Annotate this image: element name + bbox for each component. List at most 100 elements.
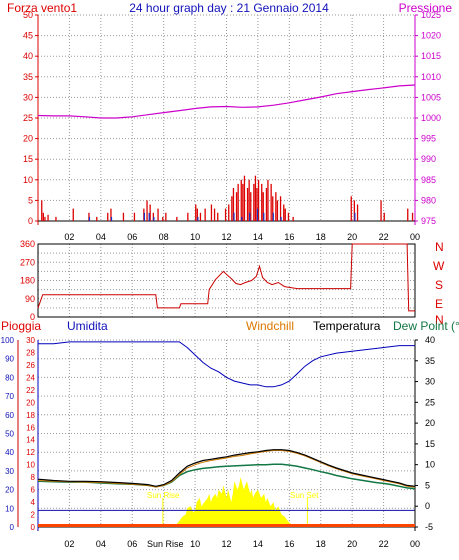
weather-x-tick-label: 02 [64,539,74,549]
rain-y-tick-label: 0 [31,523,36,532]
wind-bar [176,216,178,221]
direction-y-tick-label: 0 [30,312,35,322]
wind-x-tick-label: 22 [379,232,389,242]
wind-bar [146,200,148,221]
rain-y-tick-label: 4 [31,498,36,507]
gust-bar [110,216,113,221]
wind-force-label: Forza vento1 [7,1,77,15]
wind-y-tick-label: 45 [23,31,33,41]
weather-x-tick-label: 14 [253,539,263,549]
chart-title: 24 hour graph day : 21 Gennaio 2014 [129,1,329,15]
wind-bar [383,212,385,221]
wind-y-tick-label: 35 [23,72,33,82]
rain-baseline [38,524,415,527]
wind-bar [265,188,268,221]
rain-y-tick-label: 24 [26,373,35,382]
temperature-y-tick-label: 15 [425,439,435,449]
wind-bar [44,216,46,221]
humidity-y-tick-label: 90 [5,355,14,364]
wind-bar [122,212,125,221]
wind-x-tick-label: 02 [64,232,74,242]
temperature-y-tick-label: 20 [425,418,435,428]
humidity-y-tick-label: 60 [5,411,14,420]
wind-x-tick-label: 16 [284,232,294,242]
gust-bar [233,212,235,221]
rain-y-tick-label: 30 [26,336,35,345]
pressure-y-tick-label: 980 [421,195,436,205]
wind-x-tick-label: 10 [190,232,200,242]
wind-y-tick-label: 5 [28,195,33,205]
direction-y-tick-label: 360 [20,239,35,249]
temperature-line [37,449,416,487]
gust-bar [280,216,282,221]
wind-bar [248,179,250,221]
wind-bar [196,208,198,221]
wind-bar [195,204,197,221]
direction-y-tick-label: 270 [20,257,35,267]
temperature-y-tick-label: 0 [425,501,430,511]
direction-label-w: W [433,259,445,273]
direction-label-e: E [435,297,443,311]
wind-x-tick-label: 14 [253,232,263,242]
wind-bar [256,188,258,221]
gust-bar [263,212,265,221]
weather-x-tick-label: 00 [410,539,420,549]
pressure-y-tick-label: 1020 [421,31,441,41]
sun-rise-label: Sun Rise [147,491,180,500]
wind-bar [254,175,257,221]
wind-y-tick-label: 30 [23,92,33,102]
wind-bar [204,208,206,221]
gust-bar [354,212,356,221]
wind-bar [253,183,255,221]
wind-y-tick-label: 25 [23,113,33,123]
wind-y-tick-label: 20 [23,134,33,144]
wind-x-tick-label: 20 [347,232,357,242]
humidity-label: Umidita [67,319,108,333]
pressure-label: Pressione [399,1,453,15]
direction-compass-labels: N W S E N [433,240,445,327]
rain-y-tick-label: 12 [26,448,35,457]
direction-y-tick-label: 90 [25,294,35,304]
direction-line [37,243,415,312]
rain-label: Pioggia [1,319,41,333]
windchill-label: Windchill [246,319,294,333]
windchill-line [37,450,416,488]
humidity-y-tick-label: 100 [1,336,15,345]
pressure-y-tick-label: 1025 [421,10,441,20]
temperature-y-tick-label: 40 [425,335,435,345]
rain-y-tick-label: 18 [26,411,35,420]
gust-bar [88,216,91,221]
wind-bar [250,192,252,221]
wind-bar [210,204,213,221]
wind-bar [257,179,260,221]
wind-x-tick-label: 18 [316,232,326,242]
direction-frame [37,243,416,318]
gust-bar [148,212,150,221]
weather-x-tick-label: 18 [316,539,326,549]
solar-radiation-area [173,477,296,527]
wind-x-tick-label: 04 [96,232,106,242]
humidity-y-tick-label: 70 [5,392,14,401]
direction-label-n-top: N [435,240,444,254]
humidity-y-tick-label: 20 [5,486,14,495]
weather-x-tick-label: 16 [284,539,294,549]
wind-bar [162,216,164,221]
rain-y-tick-label: 6 [31,486,36,495]
wind-bar [41,200,43,221]
gust-bar [249,212,251,221]
humidity-y-tick-label: 10 [5,504,14,513]
rain-y-tick-label: 28 [26,348,35,357]
weather-x-tick-label: 12 [221,539,231,549]
wind-bar [224,208,227,221]
wind-bar [232,188,235,221]
rain-y-tick-label: 2 [31,511,36,520]
wind-bar [199,212,202,221]
wind-bar [235,192,238,221]
wind-bar [246,188,249,221]
rain-y-tick-label: 16 [26,423,35,432]
wind-bar [284,208,286,221]
weather-x-tick-label: 04 [96,539,106,549]
wind-bar [72,208,74,221]
wind-bar [240,179,242,221]
wind-bar [228,204,230,221]
